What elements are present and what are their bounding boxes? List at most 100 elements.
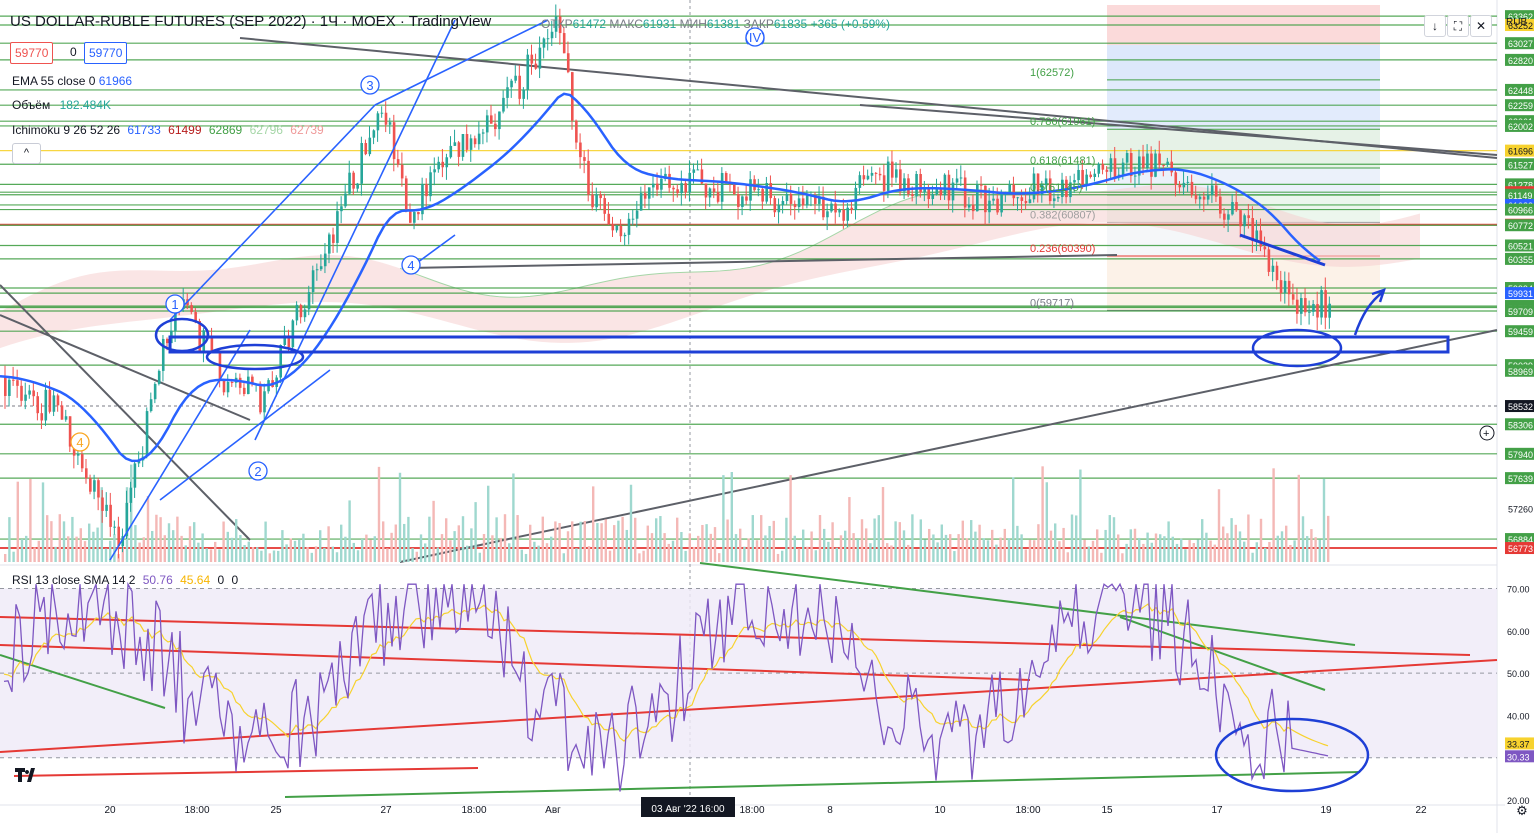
volume-bar: [625, 529, 628, 562]
candle: [145, 407, 149, 459]
candle: [157, 369, 161, 386]
volume-bar: [709, 533, 712, 562]
candle: [611, 216, 615, 238]
ichimoku-base: 61499: [168, 123, 202, 137]
volume-bar: [424, 543, 427, 562]
volume-bar: [1276, 535, 1279, 562]
candle: [733, 182, 736, 196]
volume-bar: [277, 550, 280, 562]
volume-bar: [1327, 515, 1330, 562]
volume-bar: [293, 540, 297, 562]
candle: [745, 183, 748, 205]
volume-bar: [369, 539, 372, 562]
volume-bar: [67, 536, 70, 562]
price-label-bg: [1505, 542, 1534, 555]
rsi-label-bg: [1505, 667, 1534, 680]
candle: [28, 384, 31, 399]
wave-label-circle: [248, 461, 268, 481]
candle: [494, 113, 497, 137]
collapse-legend-button[interactable]: ^: [12, 143, 41, 164]
volume-bar: [869, 543, 872, 562]
candle: [595, 187, 598, 212]
candle: [510, 78, 513, 98]
circle-highlight: [205, 343, 305, 371]
candle: [348, 160, 351, 195]
volume-bar: [1083, 539, 1086, 562]
candle: [1235, 189, 1238, 212]
candle: [279, 344, 282, 384]
volume-bar: [491, 535, 494, 562]
rsi-trend-line: [13, 767, 479, 777]
candle: [672, 185, 675, 202]
trend-line: [407, 254, 1118, 269]
price-label: 57940: [1508, 450, 1533, 460]
candle: [1304, 288, 1307, 317]
rsi-extra-2: 0: [231, 573, 239, 587]
rsi-trend-line: [0, 659, 1498, 753]
candle: [765, 176, 768, 204]
close-button[interactable]: ✕: [1470, 15, 1492, 37]
volume-bar: [911, 514, 914, 562]
candle: [542, 37, 546, 59]
volume-bar: [302, 533, 305, 562]
fullscreen-button[interactable]: ⛶: [1447, 15, 1469, 37]
price-label: 58306: [1508, 420, 1533, 430]
price-label: 58532: [1508, 402, 1533, 412]
price-label-bg: [1505, 472, 1534, 485]
volume-bar: [1196, 539, 1200, 562]
candle: [352, 170, 355, 195]
rsi-legend[interactable]: RSI 13 close SMA 14 2 50.76 45.64 0 0: [12, 573, 238, 587]
volume-bar: [667, 543, 670, 562]
price-label-bg: [1505, 99, 1534, 112]
volume-bar: [755, 540, 759, 562]
candle: [1166, 157, 1169, 168]
volume-legend[interactable]: Объём 182.484K: [12, 98, 111, 112]
volume-bar: [932, 534, 935, 562]
volume-bar: [1037, 524, 1040, 562]
volume-bar: [680, 532, 683, 562]
candle: [1283, 271, 1287, 304]
volume-bar: [1217, 489, 1221, 562]
trend-line: [859, 104, 1498, 156]
ema-legend[interactable]: EMA 55 close 0 61966: [12, 74, 132, 88]
buy-price-box[interactable]: 59770: [84, 42, 128, 64]
buy-price: 59770: [89, 46, 123, 60]
volume-bar: [155, 514, 158, 562]
volume-bar: [239, 535, 242, 562]
arrow-down-icon: ↓: [1432, 19, 1438, 33]
volume-bar: [163, 535, 166, 562]
sell-price-box[interactable]: 59770: [10, 42, 54, 64]
candle: [1052, 193, 1056, 209]
candle: [20, 380, 23, 407]
price-label: 62820: [1508, 56, 1533, 66]
volume-bar: [936, 542, 939, 562]
candle: [534, 53, 538, 70]
volume-bar: [268, 553, 271, 562]
ichimoku-legend[interactable]: Ichimoku 9 26 52 26 61733 61499 62869 62…: [12, 123, 324, 137]
rsi-sma-line: [3, 603, 1329, 747]
rsi-sma-value: 45.64: [180, 573, 211, 587]
candle: [907, 173, 910, 198]
candle: [579, 133, 582, 169]
candle: [485, 109, 489, 143]
candle: [89, 474, 92, 495]
candle: [785, 182, 789, 205]
candle: [109, 492, 112, 537]
currency-label: RUB: [1506, 17, 1528, 28]
close-icon: ✕: [1475, 19, 1487, 33]
volume-bar: [608, 550, 612, 562]
ichimoku-conversion: 61733: [127, 123, 161, 137]
volume-bar: [16, 481, 19, 562]
volume-bar: [533, 541, 536, 562]
volume-bar: [650, 533, 654, 562]
volume-bar: [201, 533, 204, 562]
volume-bar: [1066, 552, 1069, 562]
candle: [1190, 174, 1194, 198]
scroll-down-button[interactable]: ↓: [1424, 15, 1446, 37]
volume-bar: [751, 515, 754, 562]
volume-bar: [1138, 537, 1141, 562]
volume-bar: [965, 538, 969, 562]
time-label: 10: [934, 805, 946, 816]
volume-bar: [83, 541, 87, 562]
